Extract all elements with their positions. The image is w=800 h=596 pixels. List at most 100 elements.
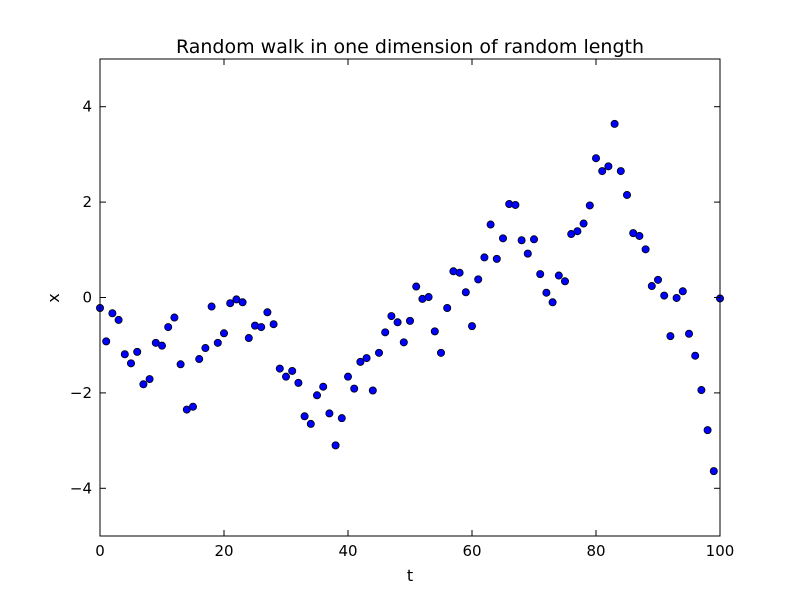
y-tick-label: 0 <box>82 289 92 307</box>
x-axis-title: t <box>407 566 413 585</box>
data-point-64 <box>492 254 501 263</box>
data-point-42 <box>356 357 365 366</box>
data-point-98 <box>703 426 712 435</box>
data-point-11 <box>164 323 173 332</box>
data-point-60 <box>467 322 476 331</box>
data-point-28 <box>269 320 278 329</box>
data-point-45 <box>374 348 383 357</box>
data-point-33 <box>300 412 309 421</box>
data-point-15 <box>188 402 197 411</box>
chart-title: Random walk in one dimension of random l… <box>176 36 644 58</box>
data-point-51 <box>412 282 421 291</box>
data-point-61 <box>474 275 483 284</box>
data-point-50 <box>405 316 414 325</box>
data-point-75 <box>561 277 570 286</box>
data-point-18 <box>207 302 216 311</box>
data-point-8 <box>145 375 154 384</box>
data-point-43 <box>362 354 371 363</box>
data-point-83 <box>610 119 619 128</box>
data-point-84 <box>616 167 625 176</box>
x-axis: 0 20 40 60 80 100 <box>95 59 734 560</box>
data-point-20 <box>219 329 228 338</box>
y-tick-label: −2 <box>70 384 92 402</box>
data-point-91 <box>660 291 669 300</box>
data-point-10 <box>157 341 166 350</box>
plot-marks <box>96 119 725 476</box>
data-point-40 <box>343 372 352 381</box>
data-point-13 <box>176 360 185 369</box>
data-point-96 <box>691 351 700 360</box>
data-point-87 <box>635 231 644 240</box>
data-point-58 <box>455 268 464 277</box>
data-point-97 <box>697 386 706 395</box>
data-point-88 <box>641 245 650 254</box>
data-point-30 <box>281 372 290 381</box>
data-point-39 <box>337 414 346 423</box>
y-tick-label: −4 <box>70 479 92 497</box>
data-point-4 <box>120 350 129 359</box>
data-point-89 <box>647 282 656 291</box>
data-point-31 <box>288 366 297 375</box>
data-point-32 <box>294 378 303 387</box>
data-point-5 <box>127 359 136 368</box>
data-point-93 <box>672 293 681 302</box>
data-point-12 <box>170 313 179 322</box>
data-point-55 <box>436 348 445 357</box>
data-point-21 <box>226 299 235 308</box>
data-point-67 <box>511 200 520 209</box>
data-point-77 <box>573 227 582 236</box>
data-point-23 <box>238 298 247 307</box>
x-tick-label: 20 <box>214 542 233 560</box>
data-point-81 <box>598 167 607 176</box>
x-tick-label: 0 <box>95 542 105 560</box>
data-point-63 <box>486 220 495 229</box>
data-point-49 <box>399 338 408 347</box>
data-point-53 <box>424 293 433 302</box>
data-point-46 <box>381 328 390 337</box>
data-point-7 <box>139 380 148 389</box>
data-point-82 <box>604 162 613 171</box>
x-tick-label: 60 <box>462 542 481 560</box>
data-point-26 <box>257 323 266 332</box>
data-point-80 <box>592 154 601 163</box>
data-point-6 <box>133 347 142 356</box>
data-point-69 <box>523 249 532 258</box>
data-point-73 <box>548 298 557 307</box>
data-point-62 <box>480 253 489 262</box>
data-point-85 <box>623 190 632 199</box>
y-tick-label: 2 <box>82 193 92 211</box>
data-point-29 <box>275 364 284 373</box>
data-point-16 <box>195 355 204 364</box>
data-point-17 <box>201 344 210 353</box>
data-point-56 <box>443 303 452 312</box>
data-point-95 <box>685 329 694 338</box>
data-point-70 <box>530 235 539 244</box>
data-point-59 <box>461 288 470 297</box>
data-point-24 <box>244 334 253 343</box>
data-point-44 <box>368 386 377 395</box>
data-point-99 <box>709 467 718 476</box>
data-point-19 <box>213 338 222 347</box>
data-point-37 <box>325 409 334 418</box>
data-point-48 <box>393 318 402 327</box>
data-point-65 <box>498 234 507 243</box>
y-tick-label: 4 <box>82 98 92 116</box>
data-point-71 <box>536 270 545 279</box>
data-point-90 <box>654 275 663 284</box>
data-point-54 <box>430 327 439 336</box>
data-point-34 <box>306 419 315 428</box>
x-tick-label: 40 <box>338 542 357 560</box>
data-point-74 <box>554 271 563 280</box>
data-point-2 <box>108 309 117 318</box>
data-point-47 <box>387 312 396 321</box>
data-point-41 <box>350 384 359 393</box>
x-tick-label: 80 <box>586 542 605 560</box>
y-axis-title: x <box>44 293 63 302</box>
y-axis: −4 −2 0 2 4 <box>70 98 720 497</box>
data-point-3 <box>114 315 123 324</box>
data-point-68 <box>517 236 526 245</box>
data-point-36 <box>319 382 328 391</box>
data-point-1 <box>102 337 111 346</box>
data-point-94 <box>678 287 687 296</box>
